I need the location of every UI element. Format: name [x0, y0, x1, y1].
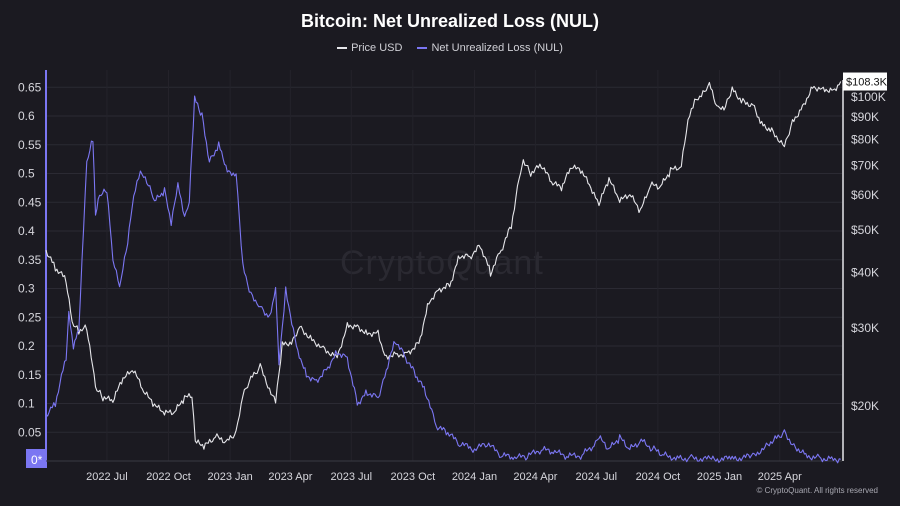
last-price-label: $108.3K: [846, 77, 888, 89]
y-right-tick-label: $30K: [851, 321, 879, 335]
y-right-tick-label: $90K: [851, 110, 879, 124]
x-tick-label: 2023 Apr: [268, 471, 312, 483]
y-left-tick-label: 0.3: [18, 282, 35, 296]
x-tick-label: 2023 Jul: [330, 471, 372, 483]
price-swatch-icon: [337, 47, 348, 50]
zero-label-box: [26, 449, 47, 468]
x-tick-label: 2024 Jul: [576, 471, 618, 483]
watermark: CryptoQuant: [340, 244, 544, 282]
y-right-tick-label: $40K: [851, 266, 879, 280]
x-tick-label: 2024 Oct: [636, 471, 681, 483]
y-left-tick-label: 0.45: [18, 195, 42, 209]
y-right-tick-label: $60K: [851, 188, 879, 202]
price-series-line: [45, 81, 842, 450]
nul-series-line: [45, 95, 841, 464]
x-tick-label: 2025 Jan: [697, 471, 742, 483]
x-tick-label: 2025 Apr: [758, 471, 802, 483]
y-left-tick-label: 0.25: [18, 310, 42, 324]
legend-label-nul: Net Unrealized Loss (NUL): [431, 42, 563, 54]
y-left-tick-label: 0.35: [18, 253, 42, 267]
y-right-tick-label: $100K: [851, 90, 886, 104]
y-left-tick-label: 0.2: [18, 339, 35, 353]
copyright-text: © CryptoQuant. All rights reserved: [756, 486, 879, 495]
y-left-tick-label: 0.6: [18, 109, 35, 123]
chart-title: Bitcoin: Net Unrealized Loss (NUL): [300, 11, 600, 31]
y-left-tick-label: 0.05: [18, 425, 42, 439]
last-price-box: [843, 72, 887, 91]
x-tick-label: 2023 Jan: [207, 471, 252, 483]
y-left-tick-label: 0.4: [18, 224, 35, 238]
y-left-tick-label: 0.5: [18, 167, 35, 181]
y-right-tick-label: $50K: [851, 223, 879, 237]
x-tick-label: 2024 Jan: [452, 471, 497, 483]
x-tick-label: 2023 Oct: [391, 471, 436, 483]
y-right-tick-label: $70K: [851, 158, 879, 172]
legend-label-price: Price USD: [351, 42, 403, 54]
y-left-tick-label: 0.15: [18, 368, 42, 382]
x-tick-label: 2024 Apr: [513, 471, 557, 483]
y-left-tick-label: 0.55: [18, 138, 42, 152]
legend-item-nul[interactable]: Net Unrealized Loss (NUL): [417, 42, 563, 54]
x-tick-label: 2022 Jul: [86, 471, 128, 483]
y-right-tick-label: $20K: [851, 399, 879, 413]
y-left-tick-label: 0.1: [18, 397, 35, 411]
y-left-zero-label: 0*: [31, 453, 43, 467]
y-right-tick-label: $80K: [851, 133, 879, 147]
x-tick-label: 2022 Oct: [146, 471, 191, 483]
legend: Price USD Net Unrealized Loss (NUL): [0, 42, 900, 54]
nul-swatch-icon: [417, 47, 428, 50]
y-left-tick-label: 0.65: [18, 80, 42, 94]
legend-item-price[interactable]: Price USD: [337, 42, 402, 54]
